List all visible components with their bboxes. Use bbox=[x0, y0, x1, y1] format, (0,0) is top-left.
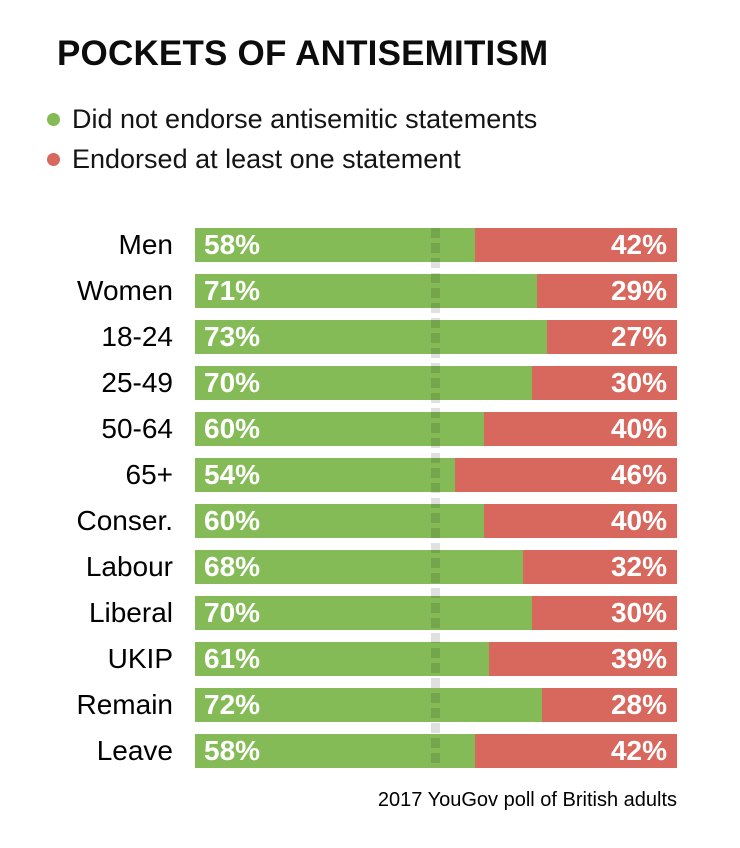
legend-item-green: Did not endorse antisemitic statements bbox=[47, 99, 537, 139]
chart-row: 65+ 54% 46% bbox=[0, 458, 740, 504]
stacked-bar: 61% 39% bbox=[195, 642, 677, 676]
stacked-bar: 58% 42% bbox=[195, 734, 677, 768]
red-segment: 32% bbox=[522, 550, 677, 584]
chart-row: Women 71% 29% bbox=[0, 274, 740, 320]
green-value-label: 71% bbox=[204, 275, 261, 306]
chart-title: POCKETS OF ANTISEMITISM bbox=[57, 34, 549, 73]
red-value-label: 28% bbox=[610, 689, 667, 720]
stacked-bar: 70% 30% bbox=[195, 596, 677, 630]
red-value-label: 27% bbox=[610, 321, 667, 352]
chart-row: Conser. 60% 40% bbox=[0, 504, 740, 550]
green-segment: 60% bbox=[195, 412, 485, 446]
stacked-bar: 70% 30% bbox=[195, 366, 677, 400]
red-value-label: 42% bbox=[610, 735, 667, 766]
red-dot-icon bbox=[47, 152, 60, 166]
chart-row: 25-49 70% 30% bbox=[0, 366, 740, 412]
red-value-label: 30% bbox=[610, 597, 667, 628]
green-segment: 68% bbox=[195, 550, 523, 584]
legend-label-red: Endorsed at least one statement bbox=[72, 143, 461, 174]
stacked-bar: 60% 40% bbox=[195, 412, 677, 446]
red-segment: 29% bbox=[537, 274, 677, 308]
red-segment: 40% bbox=[484, 412, 677, 446]
legend: Did not endorse antisemitic statements E… bbox=[47, 99, 537, 179]
stacked-bar: 71% 29% bbox=[195, 274, 677, 308]
category-label: Leave bbox=[96, 735, 173, 766]
red-segment: 42% bbox=[474, 228, 677, 262]
red-segment: 40% bbox=[484, 504, 677, 538]
red-value-label: 39% bbox=[610, 643, 667, 674]
legend-item-red: Endorsed at least one statement bbox=[47, 139, 537, 179]
red-value-label: 40% bbox=[610, 413, 667, 444]
green-value-label: 58% bbox=[204, 735, 261, 766]
category-label: Remain bbox=[76, 689, 173, 720]
category-label: Liberal bbox=[88, 597, 173, 628]
red-value-label: 40% bbox=[610, 505, 667, 536]
chart-row: 50-64 60% 40% bbox=[0, 412, 740, 458]
chart-row: 18-24 73% 27% bbox=[0, 320, 740, 366]
stacked-bar: 72% 28% bbox=[195, 688, 677, 722]
green-segment: 70% bbox=[195, 596, 533, 630]
chart-row: Leave 58% 42% bbox=[0, 734, 740, 780]
source-note: 2017 YouGov poll of British adults bbox=[377, 789, 677, 811]
green-value-label: 73% bbox=[204, 321, 261, 352]
legend-label-green: Did not endorse antisemitic statements bbox=[72, 103, 538, 134]
red-value-label: 30% bbox=[610, 367, 667, 398]
category-label: Women bbox=[77, 275, 173, 306]
chart-row: Labour 68% 32% bbox=[0, 550, 740, 596]
green-segment: 54% bbox=[195, 458, 456, 492]
green-segment: 72% bbox=[195, 688, 543, 722]
green-value-label: 60% bbox=[204, 413, 261, 444]
green-segment: 58% bbox=[195, 228, 475, 262]
stacked-bar: 68% 32% bbox=[195, 550, 677, 584]
stacked-bar-chart: Men 58% 42% Women 71% 29% 18-24 73% 27% 25-49 70% 3… bbox=[0, 228, 740, 780]
green-value-label: 70% bbox=[204, 597, 261, 628]
category-label: 18-24 bbox=[101, 321, 173, 352]
chart-row: UKIP 61% 39% bbox=[0, 642, 740, 688]
green-segment: 71% bbox=[195, 274, 538, 308]
stacked-bar: 60% 40% bbox=[195, 504, 677, 538]
green-segment: 58% bbox=[195, 734, 475, 768]
stacked-bar: 73% 27% bbox=[195, 320, 677, 354]
red-segment: 42% bbox=[474, 734, 677, 768]
red-value-label: 32% bbox=[610, 551, 667, 582]
green-value-label: 58% bbox=[204, 229, 261, 260]
red-segment: 27% bbox=[546, 320, 677, 354]
green-segment: 60% bbox=[195, 504, 485, 538]
stacked-bar: 54% 46% bbox=[195, 458, 677, 492]
red-value-label: 42% bbox=[610, 229, 667, 260]
green-dot-icon bbox=[47, 112, 60, 126]
green-value-label: 70% bbox=[204, 367, 261, 398]
category-label: Conser. bbox=[76, 505, 174, 536]
stacked-bar: 58% 42% bbox=[195, 228, 677, 262]
green-value-label: 61% bbox=[204, 643, 261, 674]
red-segment: 39% bbox=[489, 642, 677, 676]
red-value-label: 29% bbox=[610, 275, 667, 306]
red-value-label: 46% bbox=[610, 459, 667, 490]
green-value-label: 60% bbox=[204, 505, 261, 536]
chart-row: Men 58% 42% bbox=[0, 228, 740, 274]
category-label: UKIP bbox=[107, 643, 173, 674]
category-label: Labour bbox=[85, 551, 173, 582]
green-value-label: 72% bbox=[204, 689, 261, 720]
category-label: Men bbox=[118, 229, 173, 260]
category-label: 25-49 bbox=[101, 367, 173, 398]
category-label: 50-64 bbox=[101, 413, 173, 444]
red-segment: 28% bbox=[542, 688, 677, 722]
chart-row: Liberal 70% 30% bbox=[0, 596, 740, 642]
red-segment: 30% bbox=[532, 366, 677, 400]
red-segment: 46% bbox=[455, 458, 677, 492]
chart-row: Remain 72% 28% bbox=[0, 688, 740, 734]
green-value-label: 68% bbox=[204, 551, 261, 582]
green-segment: 70% bbox=[195, 366, 533, 400]
green-value-label: 54% bbox=[204, 459, 261, 490]
green-segment: 61% bbox=[195, 642, 490, 676]
green-segment: 73% bbox=[195, 320, 547, 354]
category-label: 65+ bbox=[125, 459, 174, 490]
red-segment: 30% bbox=[532, 596, 677, 630]
